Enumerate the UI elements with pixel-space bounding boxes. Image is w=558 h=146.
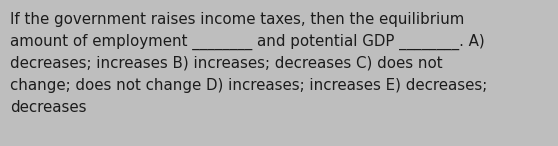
Text: If the government raises income taxes, then the equilibrium: If the government raises income taxes, t… xyxy=(10,12,464,27)
Text: decreases: decreases xyxy=(10,100,86,115)
Text: amount of employment ________ and potential GDP ________. A): amount of employment ________ and potent… xyxy=(10,34,485,50)
Text: change; does not change D) increases; increases E) decreases;: change; does not change D) increases; in… xyxy=(10,78,487,93)
Text: decreases; increases B) increases; decreases C) does not: decreases; increases B) increases; decre… xyxy=(10,56,442,71)
